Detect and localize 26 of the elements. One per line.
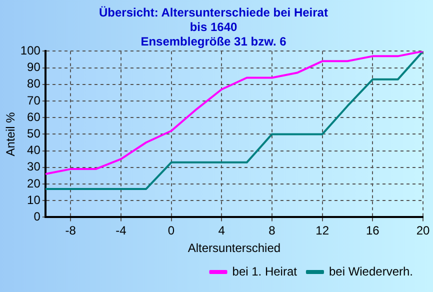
text: Ensemblegröße 31 bzw. 6 xyxy=(140,34,286,48)
y-tick-label: 90 xyxy=(27,60,41,74)
text: bis 1640 xyxy=(190,20,238,34)
y-tick-label: 60 xyxy=(27,110,41,124)
x-tick-label: 8 xyxy=(268,224,276,238)
y-axis-title: Anteil % xyxy=(4,112,18,156)
y-tick-label: 40 xyxy=(27,143,41,158)
y-tick-label: 100 xyxy=(20,44,41,58)
x-tick-label: -4 xyxy=(116,224,127,238)
legend-label: bei 1. Heirat xyxy=(232,264,298,278)
x-tick-label: -8 xyxy=(65,224,76,238)
y-tick-label: 50 xyxy=(27,126,41,141)
x-tick-label: 16 xyxy=(366,224,380,238)
x-tick-label: 4 xyxy=(218,224,226,238)
y-tick-label: 30 xyxy=(27,160,41,174)
x-tick-label: 12 xyxy=(316,224,330,238)
x-tick-label: 20 xyxy=(416,224,430,238)
y-tick-label: 0 xyxy=(34,210,41,224)
y-tick-label: 80 xyxy=(27,76,41,91)
legend-label: bei Wiederverh. xyxy=(328,264,414,278)
y-tick-label: 70 xyxy=(27,93,41,108)
text: Übersicht: Altersunterschiede bei Heirat xyxy=(99,6,328,20)
y-tick-label: 10 xyxy=(27,192,41,207)
y-tick-label: 20 xyxy=(27,176,41,190)
x-axis-title: Altersunterschied xyxy=(188,241,281,256)
x-tick-label: 0 xyxy=(168,224,175,238)
